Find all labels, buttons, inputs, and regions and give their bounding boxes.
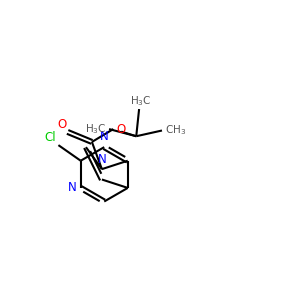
Text: H$_3$C: H$_3$C	[130, 94, 151, 108]
Text: Cl: Cl	[44, 131, 56, 144]
Text: N: N	[98, 153, 106, 166]
Text: CH$_3$: CH$_3$	[165, 124, 186, 137]
Text: O: O	[116, 123, 125, 136]
Text: N: N	[100, 130, 109, 143]
Text: O: O	[57, 118, 66, 130]
Text: H$_3$C: H$_3$C	[85, 122, 106, 136]
Text: N: N	[68, 182, 76, 194]
